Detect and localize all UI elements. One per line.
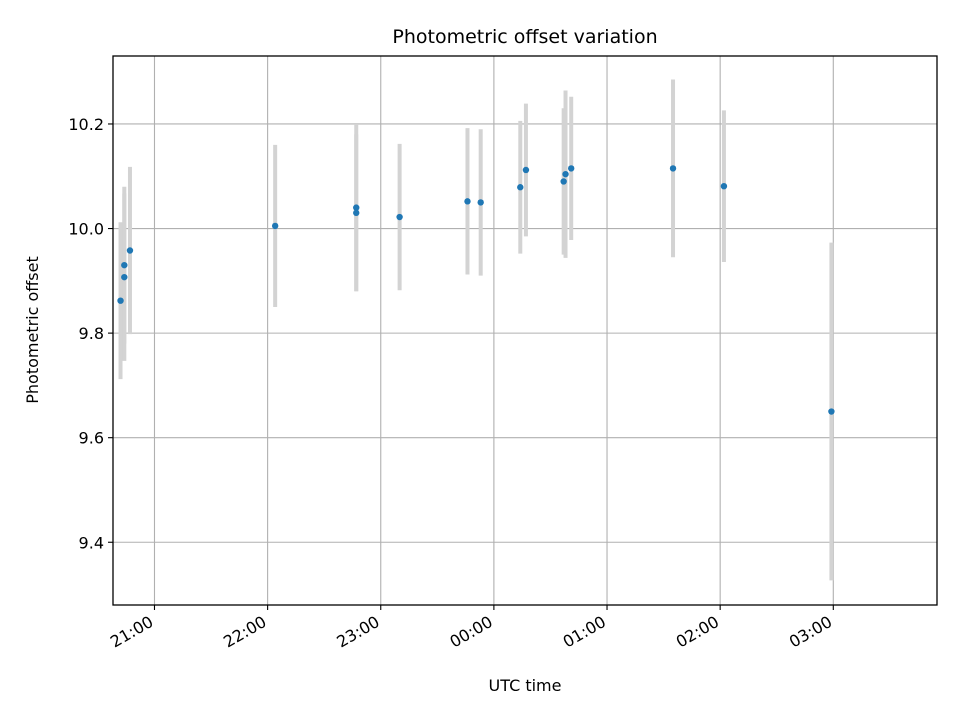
x-axis-label: UTC time [489, 676, 562, 695]
data-point [562, 170, 569, 178]
data-point [720, 182, 728, 190]
data-point [121, 273, 128, 281]
data-point [271, 222, 279, 230]
y-tick-label: 9.6 [79, 429, 104, 448]
chart-title: Photometric offset variation [392, 26, 657, 48]
grid-layer [113, 56, 937, 605]
y-axis-label: Photometric offset [23, 256, 42, 404]
data-point [121, 261, 128, 269]
data-point [464, 198, 471, 205]
data-point [117, 297, 124, 304]
data-point [353, 209, 360, 217]
data-point [396, 213, 403, 221]
y-tick-label: 10.2 [68, 115, 104, 134]
plot-frame [112, 55, 938, 606]
data-point [828, 408, 835, 415]
data-point [126, 247, 134, 254]
data-point [353, 204, 360, 211]
point-layer [117, 165, 835, 415]
data-point [669, 165, 677, 172]
y-tick-label: 9.4 [79, 533, 104, 552]
data-point [567, 165, 575, 172]
data-point [522, 166, 530, 174]
data-point [517, 184, 524, 191]
data-point [477, 199, 484, 206]
data-point [560, 178, 567, 185]
y-tick-label: 9.8 [79, 324, 104, 343]
y-tick-label: 10.0 [68, 220, 104, 239]
